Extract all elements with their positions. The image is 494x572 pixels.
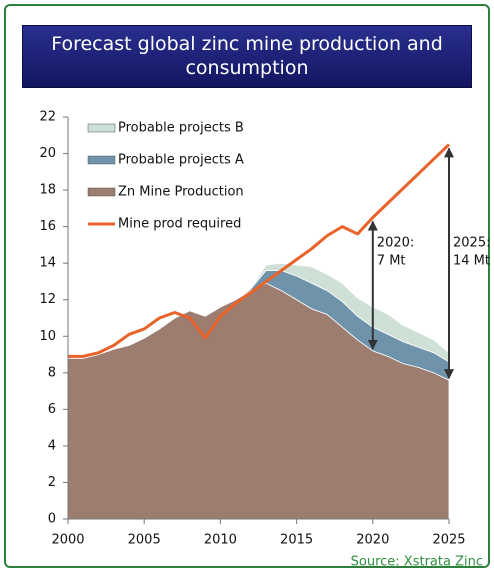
legend-swatch [87,187,116,197]
y-tick-label: 22 [39,110,56,125]
x-tick-label: 2025 [432,533,465,548]
chart-title: Forecast global zinc mine production and… [22,25,472,88]
x-tick-label: 2015 [280,533,313,548]
annotation: 14 Mt [453,254,490,269]
x-tick-label: 2010 [204,533,237,548]
legend-swatch [87,155,116,165]
legend-label: Probable projects B [118,121,244,136]
y-tick-label: 2 [48,475,56,490]
x-tick-label: 2005 [128,533,161,548]
legend-label: Zn Mine Production [118,185,244,200]
y-tick-label: 10 [39,329,56,344]
annotation: 2020: [377,236,414,251]
legend-swatch [87,123,116,133]
x-tick-label: 2020 [356,533,389,548]
y-tick-label: 4 [48,438,56,453]
annotation: 7 Mt [377,254,406,269]
x-tick-label: 2000 [51,533,84,548]
y-tick-label: 18 [39,183,56,198]
legend-label: Probable projects A [118,153,244,168]
y-tick-label: 14 [39,256,56,271]
y-tick-label: 20 [39,146,56,161]
y-tick-label: 16 [39,219,56,234]
y-tick-label: 0 [48,512,56,527]
y-tick-label: 6 [48,402,56,417]
annotation: 2025: [453,236,490,251]
y-tick-label: 12 [39,292,56,307]
legend-label: Mine prod required [118,217,241,232]
source: Source: Xstrata Zinc [351,555,483,570]
frame [4,4,490,568]
line [68,143,451,358]
y-tick-label: 8 [48,365,56,380]
